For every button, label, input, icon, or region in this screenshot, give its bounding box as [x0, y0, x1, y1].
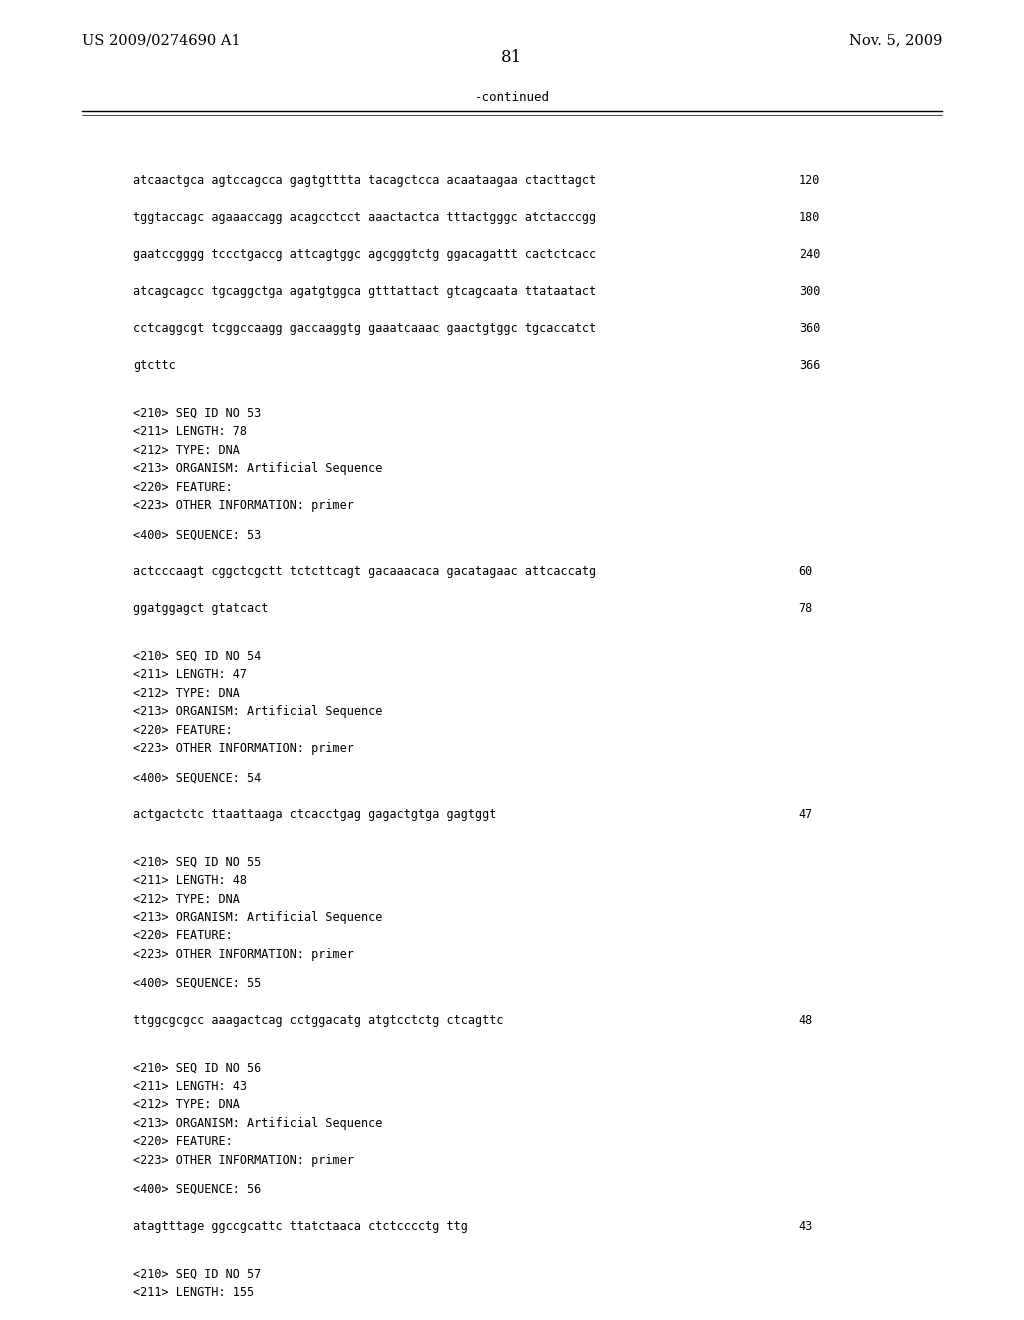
- Text: <210> SEQ ID NO 53: <210> SEQ ID NO 53: [133, 407, 261, 420]
- Text: atcagcagcc tgcaggctga agatgtggca gtttattact gtcagcaata ttataatact: atcagcagcc tgcaggctga agatgtggca gtttatt…: [133, 285, 596, 298]
- Text: <213> ORGANISM: Artificial Sequence: <213> ORGANISM: Artificial Sequence: [133, 911, 383, 924]
- Text: 240: 240: [799, 248, 820, 261]
- Text: <220> FEATURE:: <220> FEATURE:: [133, 929, 232, 942]
- Text: -continued: -continued: [474, 91, 550, 104]
- Text: <212> TYPE: DNA: <212> TYPE: DNA: [133, 686, 240, 700]
- Text: <213> ORGANISM: Artificial Sequence: <213> ORGANISM: Artificial Sequence: [133, 705, 383, 718]
- Text: <211> LENGTH: 43: <211> LENGTH: 43: [133, 1080, 247, 1093]
- Text: gaatccgggg tccctgaccg attcagtggc agcgggtctg ggacagattt cactctcacc: gaatccgggg tccctgaccg attcagtggc agcgggt…: [133, 248, 596, 261]
- Text: <212> TYPE: DNA: <212> TYPE: DNA: [133, 1098, 240, 1111]
- Text: <211> LENGTH: 47: <211> LENGTH: 47: [133, 668, 247, 681]
- Text: <210> SEQ ID NO 57: <210> SEQ ID NO 57: [133, 1267, 261, 1280]
- Text: <220> FEATURE:: <220> FEATURE:: [133, 1135, 232, 1148]
- Text: <223> OTHER INFORMATION: primer: <223> OTHER INFORMATION: primer: [133, 499, 354, 512]
- Text: <210> SEQ ID NO 55: <210> SEQ ID NO 55: [133, 855, 261, 869]
- Text: <211> LENGTH: 155: <211> LENGTH: 155: [133, 1286, 254, 1299]
- Text: 120: 120: [799, 174, 820, 187]
- Text: 366: 366: [799, 359, 820, 372]
- Text: 47: 47: [799, 808, 813, 821]
- Text: <210> SEQ ID NO 56: <210> SEQ ID NO 56: [133, 1061, 261, 1074]
- Text: <220> FEATURE:: <220> FEATURE:: [133, 480, 232, 494]
- Text: US 2009/0274690 A1: US 2009/0274690 A1: [82, 33, 241, 48]
- Text: <210> SEQ ID NO 54: <210> SEQ ID NO 54: [133, 649, 261, 663]
- Text: <223> OTHER INFORMATION: primer: <223> OTHER INFORMATION: primer: [133, 948, 354, 961]
- Text: <212> TYPE: DNA: <212> TYPE: DNA: [133, 444, 240, 457]
- Text: atcaactgca agtccagcca gagtgtttta tacagctcca acaataagaa ctacttagct: atcaactgca agtccagcca gagtgtttta tacagct…: [133, 174, 596, 187]
- Text: tggtaccagc agaaaccagg acagcctcct aaactactca tttactgggc atctacccgg: tggtaccagc agaaaccagg acagcctcct aaactac…: [133, 211, 596, 224]
- Text: <213> ORGANISM: Artificial Sequence: <213> ORGANISM: Artificial Sequence: [133, 462, 383, 475]
- Text: cctcaggcgt tcggccaagg gaccaaggtg gaaatcaaac gaactgtggc tgcaccatct: cctcaggcgt tcggccaagg gaccaaggtg gaaatca…: [133, 322, 596, 335]
- Text: <211> LENGTH: 78: <211> LENGTH: 78: [133, 425, 247, 438]
- Text: 78: 78: [799, 602, 813, 615]
- Text: <223> OTHER INFORMATION: primer: <223> OTHER INFORMATION: primer: [133, 1154, 354, 1167]
- Text: atagtttage ggccgcattc ttatctaaca ctctcccctg ttg: atagtttage ggccgcattc ttatctaaca ctctccc…: [133, 1220, 468, 1233]
- Text: 60: 60: [799, 565, 813, 578]
- Text: actgactctc ttaattaaga ctcacctgag gagactgtga gagtggt: actgactctc ttaattaaga ctcacctgag gagactg…: [133, 808, 497, 821]
- Text: <223> OTHER INFORMATION: primer: <223> OTHER INFORMATION: primer: [133, 742, 354, 755]
- Text: <220> FEATURE:: <220> FEATURE:: [133, 723, 232, 737]
- Text: 48: 48: [799, 1014, 813, 1027]
- Text: <400> SEQUENCE: 54: <400> SEQUENCE: 54: [133, 771, 261, 784]
- Text: <400> SEQUENCE: 55: <400> SEQUENCE: 55: [133, 977, 261, 990]
- Text: <400> SEQUENCE: 53: <400> SEQUENCE: 53: [133, 528, 261, 541]
- Text: <212> TYPE: DNA: <212> TYPE: DNA: [133, 892, 240, 906]
- Text: 43: 43: [799, 1220, 813, 1233]
- Text: ttggcgcgcc aaagactcag cctggacatg atgtcctctg ctcagttc: ttggcgcgcc aaagactcag cctggacatg atgtcct…: [133, 1014, 504, 1027]
- Text: <213> ORGANISM: Artificial Sequence: <213> ORGANISM: Artificial Sequence: [133, 1117, 383, 1130]
- Text: <400> SEQUENCE: 56: <400> SEQUENCE: 56: [133, 1183, 261, 1196]
- Text: gtcttc: gtcttc: [133, 359, 176, 372]
- Text: <211> LENGTH: 48: <211> LENGTH: 48: [133, 874, 247, 887]
- Text: 180: 180: [799, 211, 820, 224]
- Text: 300: 300: [799, 285, 820, 298]
- Text: 360: 360: [799, 322, 820, 335]
- Text: ggatggagct gtatcact: ggatggagct gtatcact: [133, 602, 268, 615]
- Text: actcccaagt cggctcgctt tctcttcagt gacaaacaca gacatagaac attcaccatg: actcccaagt cggctcgctt tctcttcagt gacaaac…: [133, 565, 596, 578]
- Text: 81: 81: [502, 49, 522, 66]
- Text: Nov. 5, 2009: Nov. 5, 2009: [849, 33, 942, 48]
